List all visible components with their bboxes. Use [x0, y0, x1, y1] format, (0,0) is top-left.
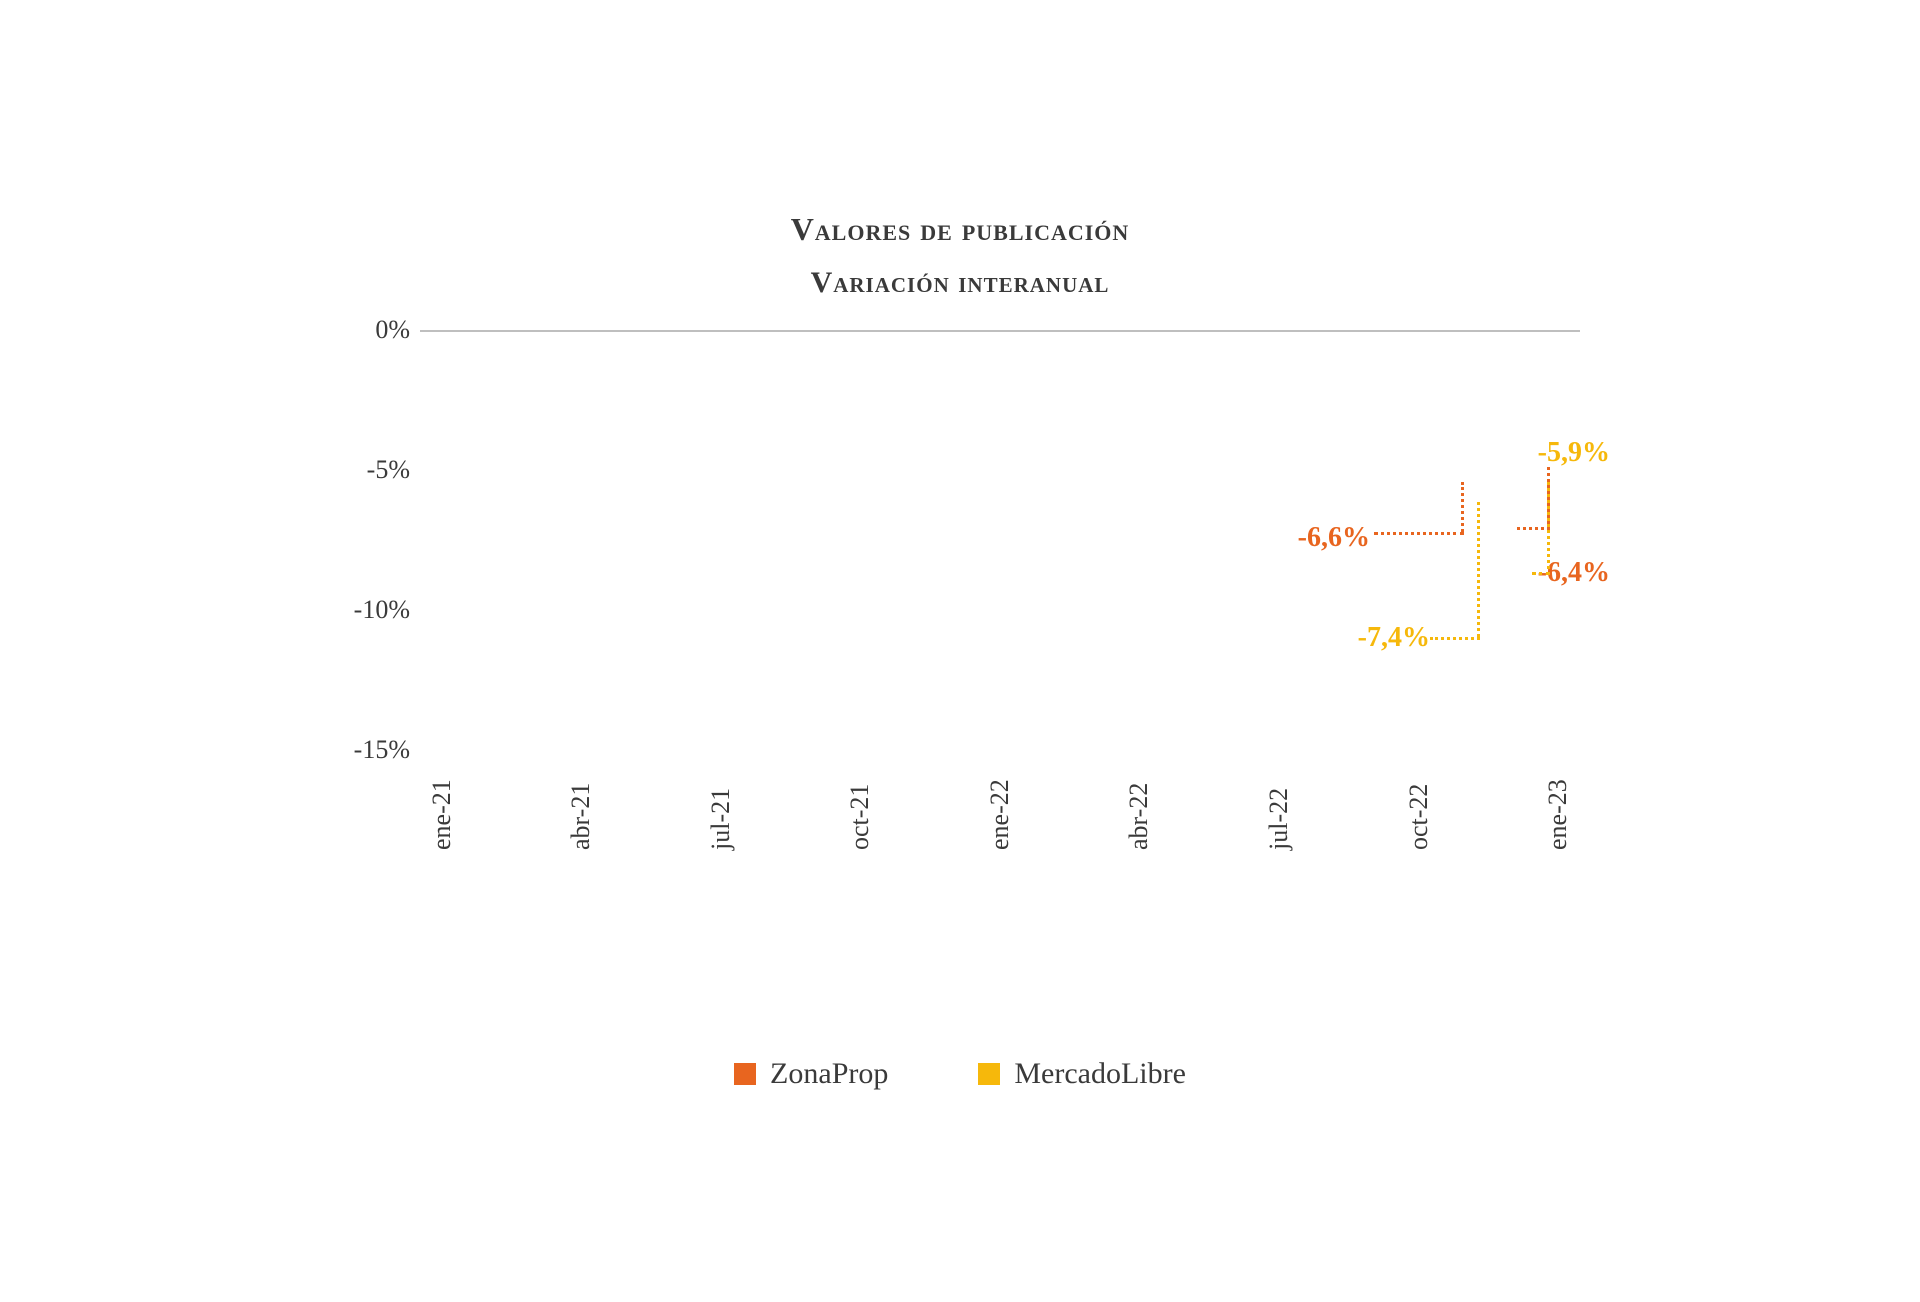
xtick: abr-22 [1124, 690, 1155, 850]
legend-label-mercadolibre: MercadoLibre [1014, 1057, 1186, 1090]
xtick: jul-22 [1264, 690, 1295, 850]
legend: ZonaProp MercadoLibre [300, 1057, 1620, 1091]
xtick: nov-21 [891, 690, 922, 850]
xtick: nov-22 [1450, 690, 1481, 850]
leader-2 [1477, 502, 1480, 637]
xtick: ene-21 [426, 690, 457, 850]
x-axis-labels: ene-21 feb-21 mar-21 abr-21 may-21 jun-21 jul-… [420, 690, 1580, 850]
annot-2: -7,4% [1358, 622, 1430, 654]
xtick: may-22 [1171, 690, 1202, 850]
bar-groups [420, 332, 1580, 670]
xtick: sep-22 [1357, 690, 1388, 850]
leader-2b [1430, 637, 1480, 640]
xtick: jun-21 [659, 690, 690, 850]
leader-4 [1532, 482, 1550, 575]
legend-swatch-mercadolibre [978, 1063, 1000, 1085]
leader-1 [1461, 482, 1464, 532]
ytick-2: -10% [300, 595, 410, 625]
annot-3: -5,9% [1538, 437, 1610, 469]
chart-title-line1: Valores de publicación [300, 211, 1620, 248]
xtick: mar-22 [1077, 690, 1108, 850]
plot-inner: -6,6% -7,4% -5,9% -6,4% [420, 330, 1580, 670]
xtick: mar-21 [519, 690, 550, 850]
xtick: dic-22 [1496, 690, 1527, 850]
xtick: dic-21 [938, 690, 969, 850]
xtick: ene-22 [984, 690, 1015, 850]
ytick-3: -15% [300, 735, 410, 765]
plot-area: 0% -5% -10% -15% -6,6% -7,4% -5,9% -6,4%… [300, 330, 1620, 750]
legend-item-mercadolibre: MercadoLibre [978, 1057, 1186, 1091]
xtick: ago-22 [1310, 690, 1341, 850]
xtick: sep-21 [798, 690, 829, 850]
xtick: ene-23 [1543, 690, 1574, 850]
xtick: jun-22 [1217, 690, 1248, 850]
xtick: oct-22 [1403, 690, 1434, 850]
chart-container: Valores de publicación Variación interan… [300, 201, 1620, 1101]
chart-title: Valores de publicación Variación interan… [300, 211, 1620, 300]
leader-1b [1374, 532, 1464, 535]
xtick: jul-21 [705, 690, 736, 850]
chart-title-line2: Variación interanual [300, 266, 1620, 300]
xtick: oct-21 [845, 690, 876, 850]
ytick-0: 0% [300, 315, 410, 345]
xtick: may-21 [612, 690, 643, 850]
xtick: feb-22 [1031, 690, 1062, 850]
xtick: ago-21 [752, 690, 783, 850]
legend-swatch-zonaprop [734, 1063, 756, 1085]
annot-1: -6,6% [1298, 522, 1370, 554]
xtick: abr-21 [566, 690, 597, 850]
legend-item-zonaprop: ZonaProp [734, 1057, 888, 1091]
ytick-1: -5% [300, 455, 410, 485]
xtick: feb-21 [473, 690, 504, 850]
legend-label-zonaprop: ZonaProp [770, 1057, 888, 1090]
